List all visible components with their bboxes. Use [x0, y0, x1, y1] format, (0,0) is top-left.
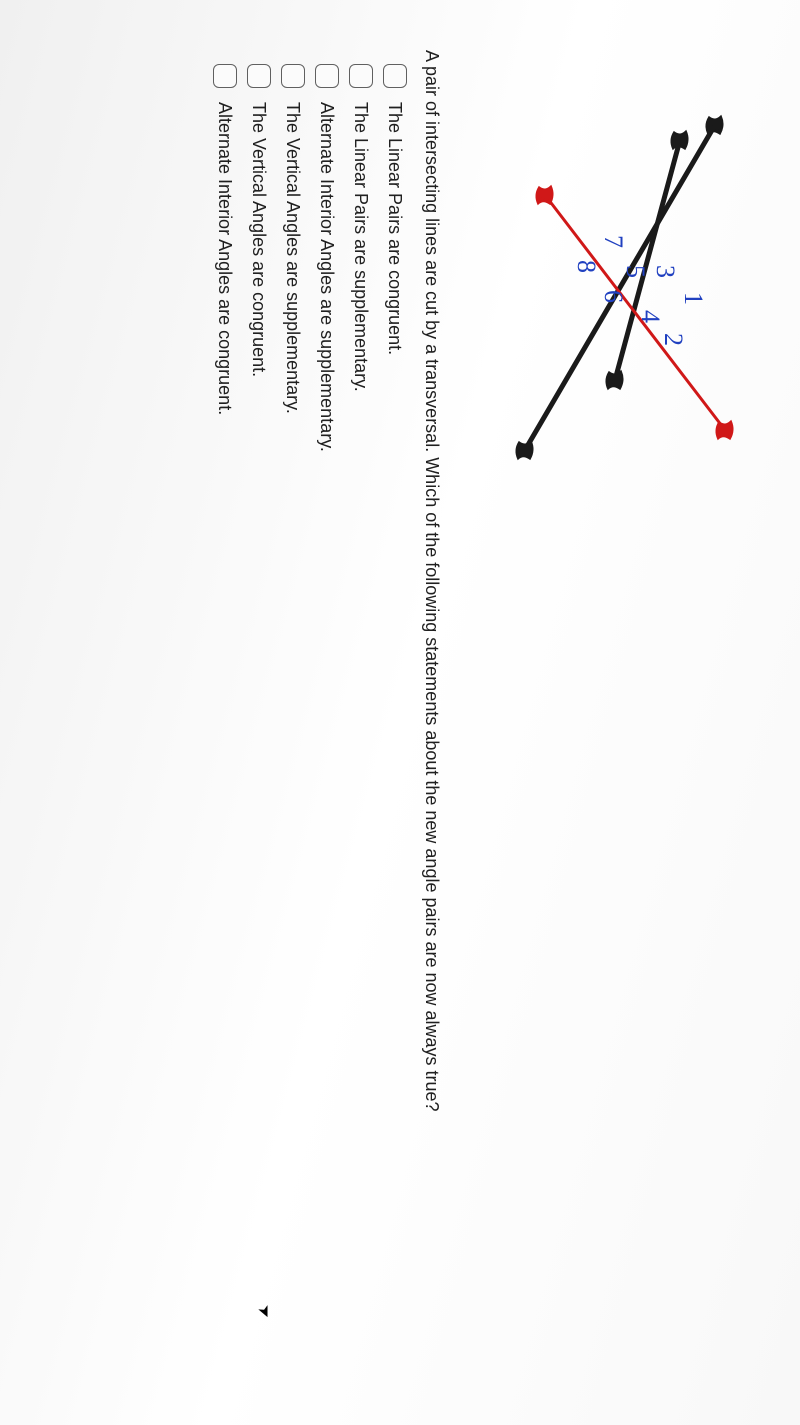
checkbox-icon[interactable]: [349, 64, 373, 88]
option-row[interactable]: The Linear Pairs are supplementary.: [349, 64, 373, 1375]
page: 1 2 3 4 5 6 7 8 A pair of intersecting lines ar…: [0, 0, 800, 1425]
checkbox-icon[interactable]: [281, 64, 305, 88]
option-label: Alternate Interior Angles are congruent.: [215, 102, 236, 415]
option-label: The Vertical Angles are supplementary.: [283, 102, 304, 414]
svg-text:7: 7: [599, 235, 628, 248]
svg-text:8: 8: [572, 260, 601, 273]
checkbox-icon[interactable]: [315, 64, 339, 88]
question-prompt: A pair of intersecting lines are cut by …: [421, 50, 442, 1375]
geometry-diagram: 1 2 3 4 5 6 7 8: [460, 70, 760, 490]
checkbox-icon[interactable]: [247, 64, 271, 88]
svg-text:1: 1: [679, 292, 708, 305]
option-row[interactable]: Alternate Interior Angles are congruent.: [213, 64, 237, 1375]
svg-text:5: 5: [621, 265, 650, 278]
checkbox-icon[interactable]: [213, 64, 237, 88]
option-row[interactable]: The Vertical Angles are congruent.: [247, 64, 271, 1375]
svg-text:2: 2: [659, 333, 688, 346]
checkbox-icon[interactable]: [383, 64, 407, 88]
svg-text:4: 4: [636, 310, 665, 323]
option-row[interactable]: Alternate Interior Angles are supplement…: [315, 64, 339, 1375]
answer-options: The Linear Pairs are congruent. The Line…: [213, 64, 407, 1375]
svg-text:3: 3: [651, 265, 680, 278]
option-label: Alternate Interior Angles are supplement…: [317, 102, 338, 452]
option-label: The Linear Pairs are supplementary.: [351, 102, 372, 392]
diagram-svg: 1 2 3 4 5 6 7 8: [460, 70, 760, 490]
option-row[interactable]: The Vertical Angles are supplementary.: [281, 64, 305, 1375]
option-row[interactable]: The Linear Pairs are congruent.: [383, 64, 407, 1375]
option-label: The Vertical Angles are congruent.: [249, 102, 270, 377]
content-region: 1 2 3 4 5 6 7 8 A pair of intersecting lines ar…: [0, 0, 800, 1425]
svg-text:6: 6: [599, 290, 628, 303]
option-label: The Linear Pairs are congruent.: [385, 102, 406, 355]
